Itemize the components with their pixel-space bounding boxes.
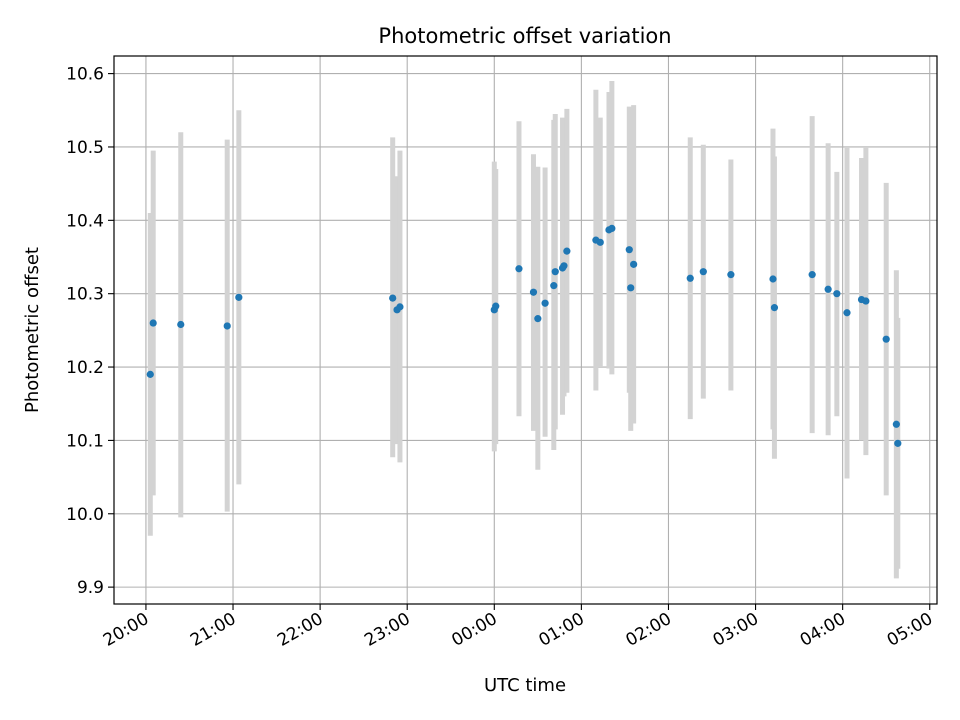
data-point xyxy=(235,293,243,301)
chart-title: Photometric offset variation xyxy=(378,24,671,48)
data-points xyxy=(146,224,902,447)
data-point xyxy=(625,246,633,254)
data-point xyxy=(541,299,549,307)
data-point xyxy=(534,315,542,323)
data-point xyxy=(396,303,404,311)
y-tick-label: 10.4 xyxy=(66,211,104,231)
y-tick-label: 10.1 xyxy=(66,431,104,451)
data-point xyxy=(769,275,777,283)
data-point xyxy=(894,439,902,447)
grid xyxy=(114,56,937,604)
data-point xyxy=(630,260,638,268)
data-point xyxy=(389,294,397,302)
y-tick-label: 10.5 xyxy=(66,138,104,158)
data-point xyxy=(563,247,571,255)
data-point xyxy=(882,335,890,343)
data-point xyxy=(808,271,816,279)
data-point xyxy=(515,265,523,273)
y-tick-label: 10.3 xyxy=(66,285,104,305)
data-point xyxy=(551,268,559,276)
data-point xyxy=(550,282,558,290)
data-point xyxy=(824,285,832,293)
data-point xyxy=(627,284,635,292)
data-point xyxy=(223,322,231,330)
data-point xyxy=(892,420,900,428)
data-point xyxy=(770,304,779,312)
data-point xyxy=(608,224,616,232)
y-tick-label: 10.2 xyxy=(66,358,104,378)
data-point xyxy=(686,274,694,282)
data-point xyxy=(560,262,568,270)
data-point xyxy=(529,288,538,296)
y-axis: 9.9 10.0 10.1 10.2 10.3 10.4 10.5 10.6 xyxy=(66,65,114,598)
y-axis-label: Photometric offset xyxy=(22,247,43,413)
data-point xyxy=(833,290,841,298)
data-point xyxy=(862,297,870,305)
data-point xyxy=(177,320,185,329)
data-point xyxy=(843,309,851,317)
y-tick-label: 10.0 xyxy=(66,505,104,525)
data-point xyxy=(727,271,735,279)
data-point xyxy=(596,238,604,246)
y-tick-label: 10.6 xyxy=(66,65,104,85)
data-point xyxy=(492,302,500,310)
data-point xyxy=(699,268,707,276)
data-point xyxy=(146,370,154,378)
plot-frame xyxy=(113,55,938,605)
x-axis-label: UTC time xyxy=(484,675,566,696)
y-tick-label: 9.9 xyxy=(77,578,104,598)
data-point xyxy=(149,319,157,327)
